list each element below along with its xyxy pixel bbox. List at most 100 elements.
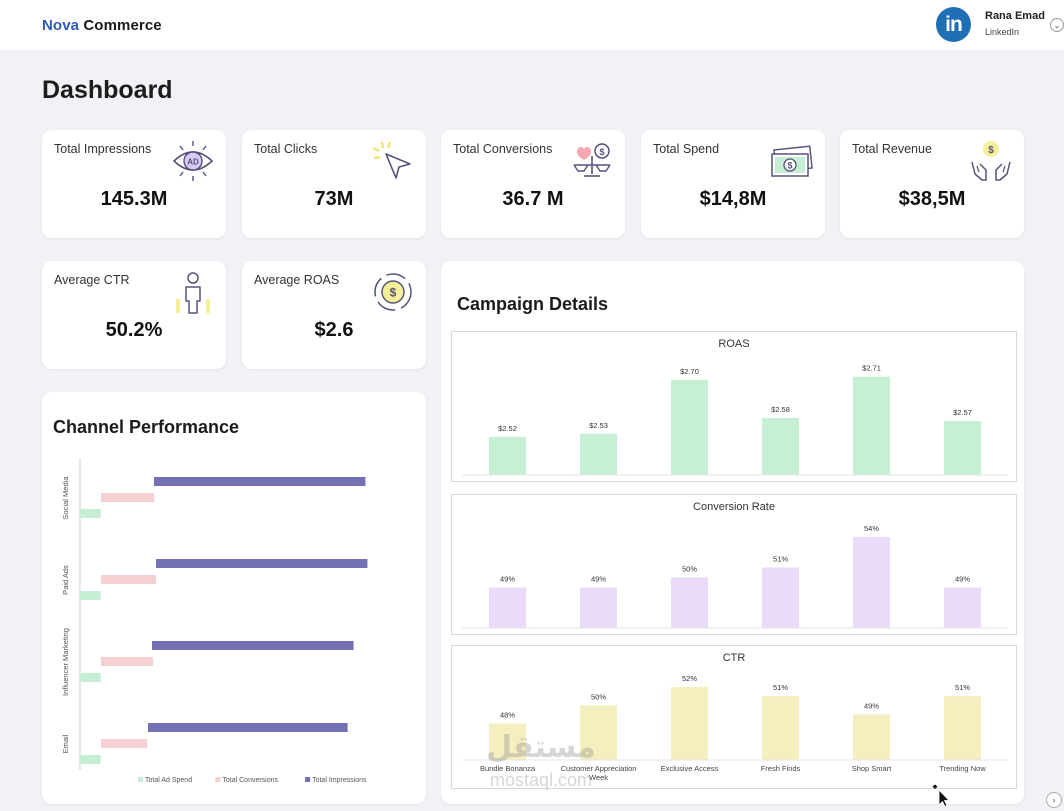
scroll-right-button[interactable]: › — [1046, 792, 1062, 808]
data-label: $2.53 — [589, 421, 608, 430]
move-cursor-icon — [932, 784, 950, 807]
roas-chart-panel: ROAS $2.52 $2.53 $2.70 $2.58 $2.71 $2.57 — [451, 331, 1017, 482]
kpi-label: Total Impressions — [54, 142, 152, 156]
user-name: Rana Emad — [985, 10, 1045, 22]
kpi-value: $14,8M — [699, 188, 767, 210]
roas-chart: $2.52 $2.53 $2.70 $2.58 $2.71 $2.57 — [462, 364, 1008, 476]
top-bar: Nova Commerce in Rana Emad LinkedIn ⌄ — [0, 0, 1064, 50]
bar-influencer-marketing-total-ad-spend — [80, 673, 101, 682]
brand-logo[interactable]: Nova Commerce — [42, 17, 162, 34]
kpi-value: 36.7 M — [502, 188, 564, 210]
category-label: Week — [589, 773, 608, 782]
bar-conversion-rate-fresh-finds — [762, 567, 799, 628]
bar-social-media-total-conversions — [101, 493, 155, 502]
ctr-chart-panel: CTR 48% Bundle Bonanza 50% Customer Appreci… — [451, 645, 1017, 789]
bar-conversion-rate-shop-smart — [853, 537, 890, 628]
svg-text:$: $ — [787, 161, 792, 171]
balance-scale-icon: $ — [573, 143, 611, 177]
chevron-down-icon[interactable]: ⌄ — [1050, 18, 1064, 32]
bar-ctr-exclusive-access — [671, 687, 708, 760]
data-label: $2.70 — [680, 367, 699, 376]
svg-text:$: $ — [390, 286, 397, 300]
bar-roas-fresh-finds — [762, 417, 799, 475]
bar-email-total-conversions — [101, 739, 148, 748]
bar-ctr-bundle-bonanza — [489, 723, 526, 760]
kpi-value: 145.3M — [100, 188, 168, 210]
channel-performance-title: Channel Performance — [53, 417, 240, 437]
kpi-card-total-conversions: Total Conversions 36.7 M $ — [441, 130, 625, 238]
bar-ctr-shop-smart — [853, 714, 890, 760]
kpi-label: Total Revenue — [852, 142, 932, 156]
data-label: 49% — [864, 701, 879, 710]
bar-roas-bundle-bonanza — [489, 436, 526, 475]
svg-text:$: $ — [599, 147, 604, 157]
channel-category-label: Influencer Marketing — [61, 628, 70, 696]
channel-performance-chart: Social Media Paid Ads Influencer Marketing… — [61, 458, 368, 784]
conversion-rate-chart-title: Conversion Rate — [693, 501, 775, 513]
bar-email-total-ad-spend — [80, 755, 101, 764]
data-label: 48% — [500, 711, 515, 720]
page-title: Dashboard — [42, 76, 173, 104]
bar-influencer-marketing-total-impressions — [152, 641, 354, 650]
bar-ctr-trending-now — [944, 696, 981, 760]
kpi-value: 73M — [314, 188, 354, 210]
bar-conversion-rate-exclusive-access — [671, 577, 708, 628]
coin-cycle-icon: $ — [374, 273, 412, 311]
campaign-details-card: Campaign Details ROAS $2.52 $2.53 $2.70 $2.… — [441, 261, 1024, 804]
user-subtitle: LinkedIn — [985, 27, 1020, 37]
kpi-card-total-spend: Total Spend $14,8M $ — [641, 130, 825, 238]
bar-paid-ads-total-ad-spend — [80, 591, 101, 600]
bar-roas-exclusive-access — [671, 379, 708, 475]
channel-category-label: Email — [61, 734, 70, 753]
kpi-card-total-clicks: Total Clicks 73M — [242, 130, 426, 238]
bar-roas-trending-now — [944, 421, 981, 475]
kpi-label: Total Spend — [653, 142, 720, 156]
kpi-label: Total Conversions — [453, 142, 553, 156]
data-label: $2.52 — [498, 424, 517, 433]
bar-email-total-impressions — [148, 723, 348, 732]
kpi-card-average-ctr: Average CTR 50.2% — [42, 261, 226, 369]
ctr-chart-title: CTR — [722, 652, 746, 664]
bar-social-media-total-ad-spend — [80, 509, 101, 518]
kpi-card-total-impressions: Total Impressions 145.3M AD — [42, 130, 226, 238]
bar-influencer-marketing-total-conversions — [101, 657, 154, 666]
bar-paid-ads-total-impressions — [156, 559, 368, 568]
conversion-rate-chart-panel: Conversion Rate 49% 49% 50% 51% 54% 49% — [451, 494, 1017, 635]
data-label: 49% — [500, 575, 515, 584]
legend-label-total-ad-spend: Total Ad Spend — [145, 777, 192, 784]
bar-social-media-total-impressions — [154, 477, 366, 486]
data-label: 49% — [955, 575, 970, 584]
person-icon — [176, 272, 210, 314]
ctr-chart: 48% Bundle Bonanza 50% Customer Appreciatio… — [462, 674, 1008, 782]
bar-conversion-rate-bundle-bonanza — [489, 587, 526, 628]
data-label: 50% — [682, 565, 697, 574]
bar-conversion-rate-trending-now — [944, 587, 981, 628]
kpi-label: Average CTR — [54, 273, 130, 287]
data-label: 51% — [773, 683, 788, 692]
data-label: $2.57 — [953, 408, 972, 417]
linkedin-avatar-icon[interactable]: in — [936, 7, 971, 42]
brand-name-part2: Commerce — [83, 17, 162, 34]
data-label: 51% — [955, 683, 970, 692]
channel-category-label: Paid Ads — [61, 565, 70, 595]
campaign-details-title: Campaign Details — [457, 294, 609, 314]
legend-swatch-total-conversions — [215, 777, 221, 782]
bar-roas-shop-smart — [853, 376, 890, 475]
kpi-value: $38,5M — [898, 188, 966, 210]
data-label: $2.58 — [771, 405, 790, 414]
channel-performance-card: Channel Performance Social Media Paid Ads… — [42, 392, 426, 804]
data-label: 54% — [864, 524, 879, 533]
bar-conversion-rate-customer-appreciation-week — [580, 587, 617, 628]
channel-category-label: Social Media — [61, 476, 70, 520]
legend-swatch-total-ad-spend — [138, 777, 143, 782]
data-label: 49% — [591, 575, 606, 584]
eye-ad-icon: AD — [172, 141, 214, 181]
brand-name-part1: Nova — [42, 17, 80, 34]
category-label: Bundle Bonanza — [480, 764, 536, 773]
category-label: Customer Appreciation — [561, 764, 637, 773]
kpi-value: $2.6 — [314, 319, 354, 341]
kpi-card-average-roas: Average ROAS $2.6 $ — [242, 261, 426, 369]
roas-chart-title: ROAS — [718, 338, 750, 350]
bar-paid-ads-total-conversions — [101, 575, 157, 584]
kpi-label: Total Clicks — [254, 142, 318, 156]
